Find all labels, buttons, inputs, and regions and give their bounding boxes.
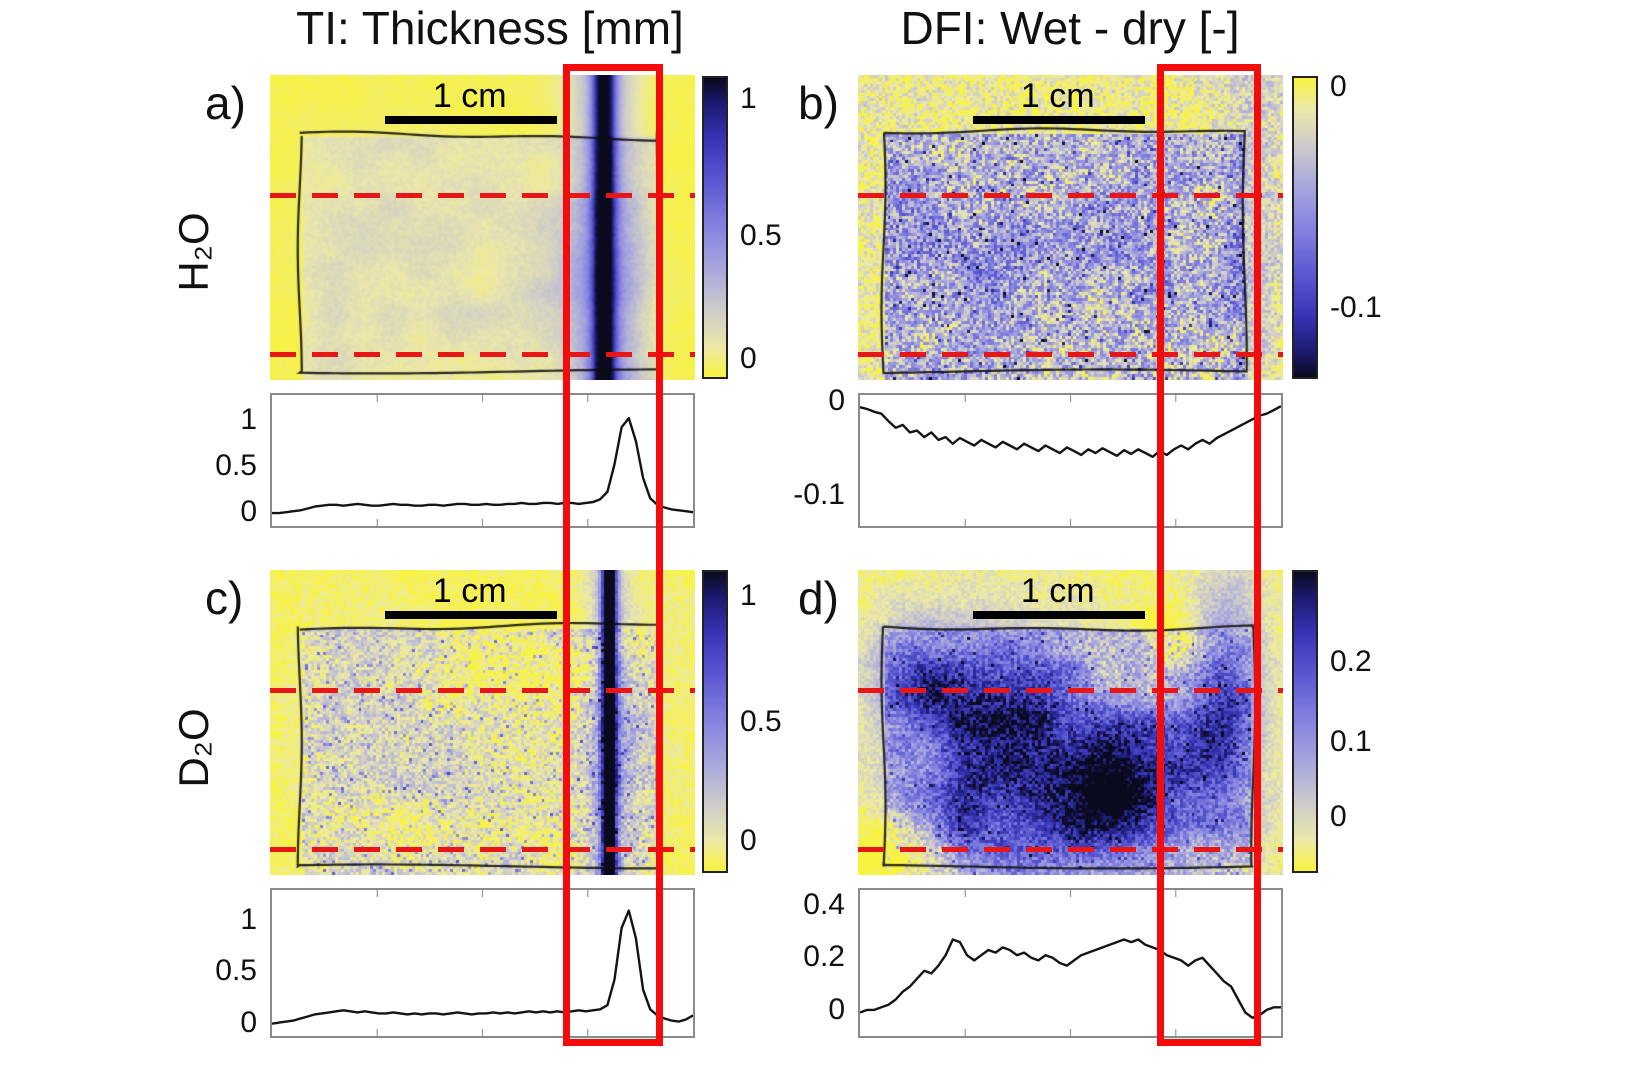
roi-box-right (1157, 64, 1261, 1046)
dashed-line-lower-c (270, 847, 695, 852)
colorbar-a: 1 0.5 0 (702, 76, 782, 379)
scalebar-label-b: 1 cm (1020, 77, 1095, 115)
profile-line-chart (272, 890, 693, 1036)
colorbar-d: 0.2 0.1 0 (1292, 570, 1372, 873)
panel-letter-b: b) (798, 77, 839, 129)
profile-ytick-label: 0 (828, 992, 845, 1026)
colorbar-tick-label: 1 (740, 81, 757, 115)
scalebar-bar-c (384, 611, 557, 619)
colorbar-tick-label: 1 (740, 578, 757, 612)
row-label-d2o: D₂O (170, 708, 217, 788)
column-title-ti: TI: Thickness [mm] (296, 2, 684, 54)
colorbar-tick-label: 0 (1330, 69, 1347, 103)
profile-plot-a: 1 0.5 0 (175, 393, 695, 533)
scalebar-bar-d (972, 611, 1145, 619)
scalebar-label-a: 1 cm (432, 77, 507, 115)
profile-ytick-label: 0.5 (215, 448, 257, 482)
profile-ytick-label: -0.1 (793, 477, 845, 511)
dashed-line-upper-a (270, 193, 695, 198)
profile-ytick-label: 0.2 (803, 940, 845, 974)
profile-ytick-label: 0 (240, 494, 257, 528)
profile-ytick-label: 1 (240, 902, 257, 936)
row-label-h2o: H₂O (170, 212, 217, 292)
roi-box-left (563, 64, 663, 1046)
colorbar-b: 0 -0.1 (1292, 70, 1382, 379)
profile-plot-d: 0.4 0.2 0 (763, 888, 1283, 1043)
column-title-dfi: DFI: Wet - dry [-] (900, 2, 1240, 54)
colorbar-tick-label: 0.2 (1330, 644, 1372, 678)
panel-letter-a: a) (205, 77, 246, 129)
colorbar-tick-label: 0 (740, 824, 757, 858)
heatmap-panel-b: 1 cm (858, 75, 1283, 380)
dashed-line-upper-b (858, 193, 1283, 198)
scalebar-bar-a (384, 116, 557, 124)
profile-ytick-label: 0.4 (803, 888, 845, 922)
panel-letter-c: c) (205, 572, 244, 624)
profile-ytick-label: 0.5 (215, 954, 257, 988)
colorbar-tick-label: 0 (740, 342, 757, 376)
panel-letter-d: d) (798, 572, 839, 624)
colorbar-tick-label: 0.5 (740, 219, 782, 253)
heatmap-panel-c: 1 cm (270, 570, 695, 875)
scalebar-label-c: 1 cm (432, 572, 507, 610)
profile-line-chart (272, 395, 693, 526)
heatmap-canvas-a (270, 75, 695, 380)
scalebar-label-d: 1 cm (1020, 572, 1095, 610)
colorbar-gradient (1294, 572, 1316, 871)
colorbar-gradient (1294, 78, 1316, 377)
colorbar-gradient (704, 572, 726, 871)
heatmap-canvas-c (270, 570, 695, 875)
heatmap-panel-a: 1 cm (270, 75, 695, 380)
scalebar-bar-b (972, 116, 1145, 124)
dashed-line-lower-a (270, 352, 695, 357)
heatmap-canvas-b (858, 75, 1283, 380)
colorbar-c: 1 0.5 0 (702, 570, 782, 873)
heatmap-panel-d: 1 cm (858, 570, 1283, 875)
dashed-line-upper-d (858, 688, 1283, 693)
profile-ytick-label: 1 (240, 402, 257, 436)
colorbar-tick-label: -0.1 (1330, 291, 1382, 325)
colorbar-tick-label: 0.5 (740, 704, 782, 738)
dashed-line-upper-c (270, 688, 695, 693)
dashed-line-lower-b (858, 352, 1283, 357)
profile-line-chart (860, 890, 1281, 1036)
dashed-line-lower-d (858, 847, 1283, 852)
profile-plot-b: 0 -0.1 (763, 384, 1283, 533)
profile-plot-c: 1 0.5 0 (175, 888, 695, 1043)
profile-line-chart (860, 395, 1281, 526)
heatmap-canvas-d (858, 570, 1283, 875)
colorbar-tick-label: 0 (1330, 800, 1347, 834)
profile-ytick-label: 0 (240, 1005, 257, 1039)
colorbar-tick-label: 0.1 (1330, 725, 1372, 759)
profile-ytick-label: 0 (828, 384, 845, 418)
colorbar-gradient (704, 78, 726, 377)
